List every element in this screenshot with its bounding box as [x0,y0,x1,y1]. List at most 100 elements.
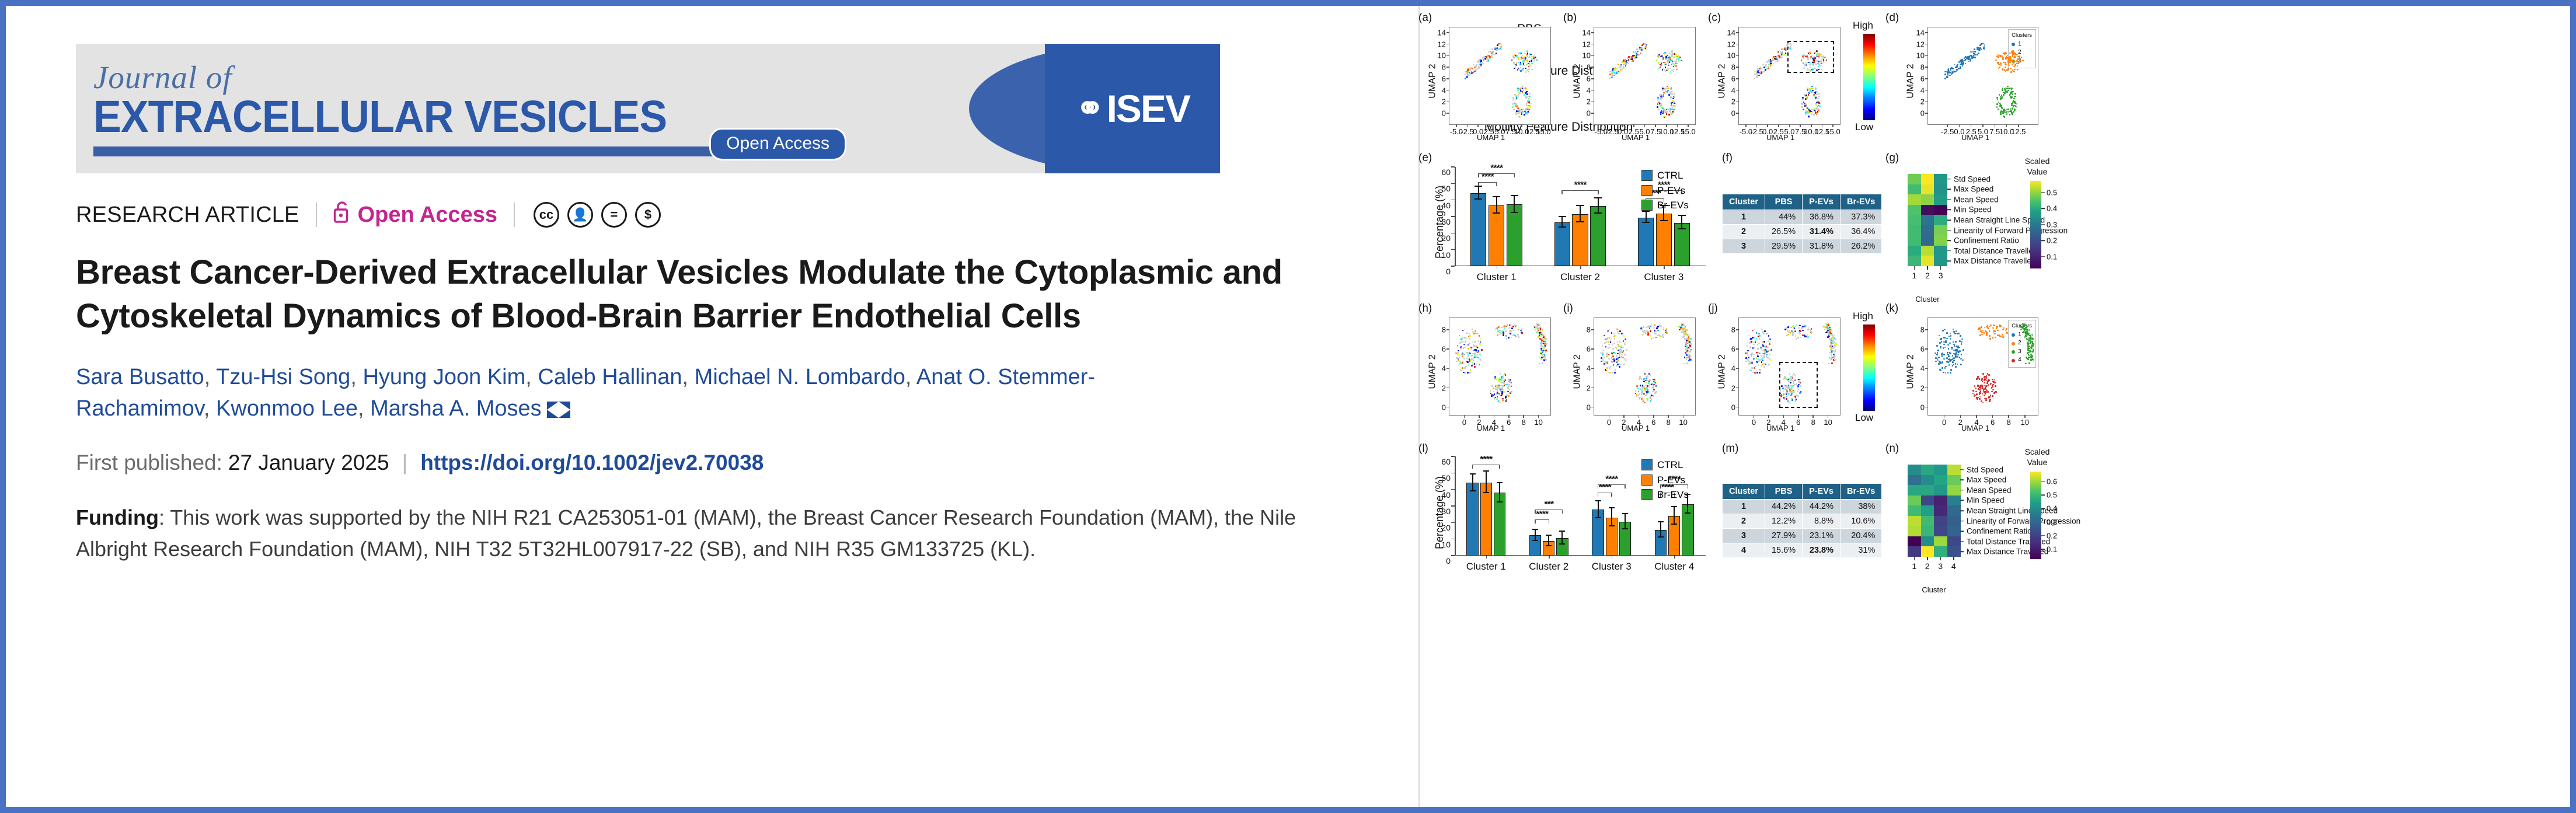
scatter-point [1785,378,1787,380]
scatter-point [1543,343,1545,344]
scatter-point [1690,349,1692,351]
scatter-point [1460,347,1462,349]
funding-statement: Funding: This work was supported by the … [76,502,1372,566]
scatter-point [1540,332,1542,334]
scatter-point [1808,88,1810,90]
author-name[interactable]: Michael N. Lombardo [694,364,905,389]
scatter-point [2006,87,2008,89]
scatter-point [1472,360,1475,361]
legend-item-ctrl[interactable]: CTRL [1641,458,1689,473]
author-name[interactable]: Anat O. Stemmer-Rachamimov [76,364,1096,421]
scatter-point [2011,104,2013,106]
scatter-point [1807,67,1809,69]
scatter-point [1786,385,1788,387]
scatter-point [1764,351,1766,353]
scatter-point [1996,329,1999,332]
scatter-point [1612,355,1615,357]
scatter-point [1477,346,1480,348]
scatter-point [1661,110,1662,112]
scatter-point [1967,60,1970,62]
scatter-point [1769,338,1772,340]
scatter-point [1464,367,1466,369]
author-name[interactable]: Sara Busatto [76,364,204,389]
y-tick-mark [1736,67,1739,68]
scatter-point [1525,110,1527,112]
scatter-point [1490,57,1492,58]
scatter-point [1640,48,1642,50]
scatter-point [1974,48,1975,50]
scatter-point [2002,58,2005,61]
scatter-point [1650,399,1653,401]
scatter-point [1764,353,1766,354]
scatter-point [1794,374,1796,376]
scatter-point [1686,339,1688,340]
author-name[interactable]: Kwonmoo Lee [216,396,358,421]
scatter-point [1807,89,1808,91]
heatmap-cell [1908,546,1921,557]
open-lock-icon [333,200,351,229]
legend-item-brevs[interactable]: Br-EVs [1641,198,1689,213]
author-name[interactable]: Marsha A. Moses [370,396,542,421]
panel-n-xlabel: Cluster [1922,585,1946,594]
scatter-point [1683,324,1685,326]
author-name[interactable]: Hyung Joon Kim [362,364,526,389]
scatter-point [1817,106,1819,108]
scatter-point [1524,61,1526,63]
scatter-point [1769,62,1771,64]
scatter-point [1473,345,1475,347]
author-name[interactable]: Caleb Hallinan [538,364,682,389]
scatter-point [1616,358,1618,360]
scatter-point [1639,47,1641,48]
doi-link[interactable]: https://doi.org/10.1002/jev2.70038 [420,450,764,474]
scatter-point [1612,361,1613,363]
scatter-point [1647,377,1649,379]
scatter-point [1758,74,1760,76]
y-tick-mark [1446,329,1449,330]
legend-item-pevs[interactable]: P-EVs [1641,473,1689,488]
legend-item[interactable]: 1 [2012,331,2032,340]
legend-item-pevs[interactable]: P-EVs [1641,183,1689,198]
scatter-point [1619,345,1621,347]
scatter-point [1749,369,1752,372]
scatter-point [1514,324,1516,327]
scatter-point [1469,368,1472,371]
scatter-point [2027,348,2029,350]
scatter-point [1765,65,1767,67]
corresponding-author-email-icon[interactable] [546,401,570,418]
scatter-point [1613,333,1616,335]
error-bar-cap [1510,194,1518,196]
scatter-point [2030,356,2032,358]
scatter-point [1803,101,1805,103]
scatter-point [1792,334,1794,337]
scatter-point [1781,50,1783,53]
scatter-point [1989,338,1991,340]
legend-item[interactable]: 2 [2012,339,2032,348]
scatter-point [1810,70,1811,72]
scatter-point [1798,381,1800,383]
x-tick-label: 8 [1521,418,1526,427]
y-tick-mark [1925,406,1928,408]
scatter-point [1520,53,1522,54]
colorbar-tick-label: 0.3 [2047,518,2058,526]
x-tick-label: 5.0 [1977,127,1989,136]
legend-item[interactable]: 1 [2012,40,2032,49]
scatter-point [1642,326,1644,328]
scatter-point [1790,394,1792,396]
scatter-point [1835,338,1836,340]
author-name[interactable]: Tzu-Hsi Song [216,364,351,389]
error-bar-cap [1685,512,1691,514]
panel-b-ylabel: UMAP 2 [1572,64,1582,99]
legend-item-brevs[interactable]: Br-EVs [1641,487,1689,503]
scatter-point [1647,399,1648,401]
scatter-point [1671,113,1673,116]
open-access-label: Open Access [357,202,497,227]
legend-item[interactable]: 3 [2012,348,2032,357]
scatter-point [1543,360,1545,362]
legend-item[interactable]: 4 [2012,356,2032,365]
scatter-point [1657,326,1659,327]
scatter-point [2000,54,2002,57]
scatter-point [1833,354,1835,357]
scatter-point [1545,349,1547,351]
scatter-point [1784,376,1786,378]
legend-item-ctrl[interactable]: CTRL [1641,168,1689,183]
